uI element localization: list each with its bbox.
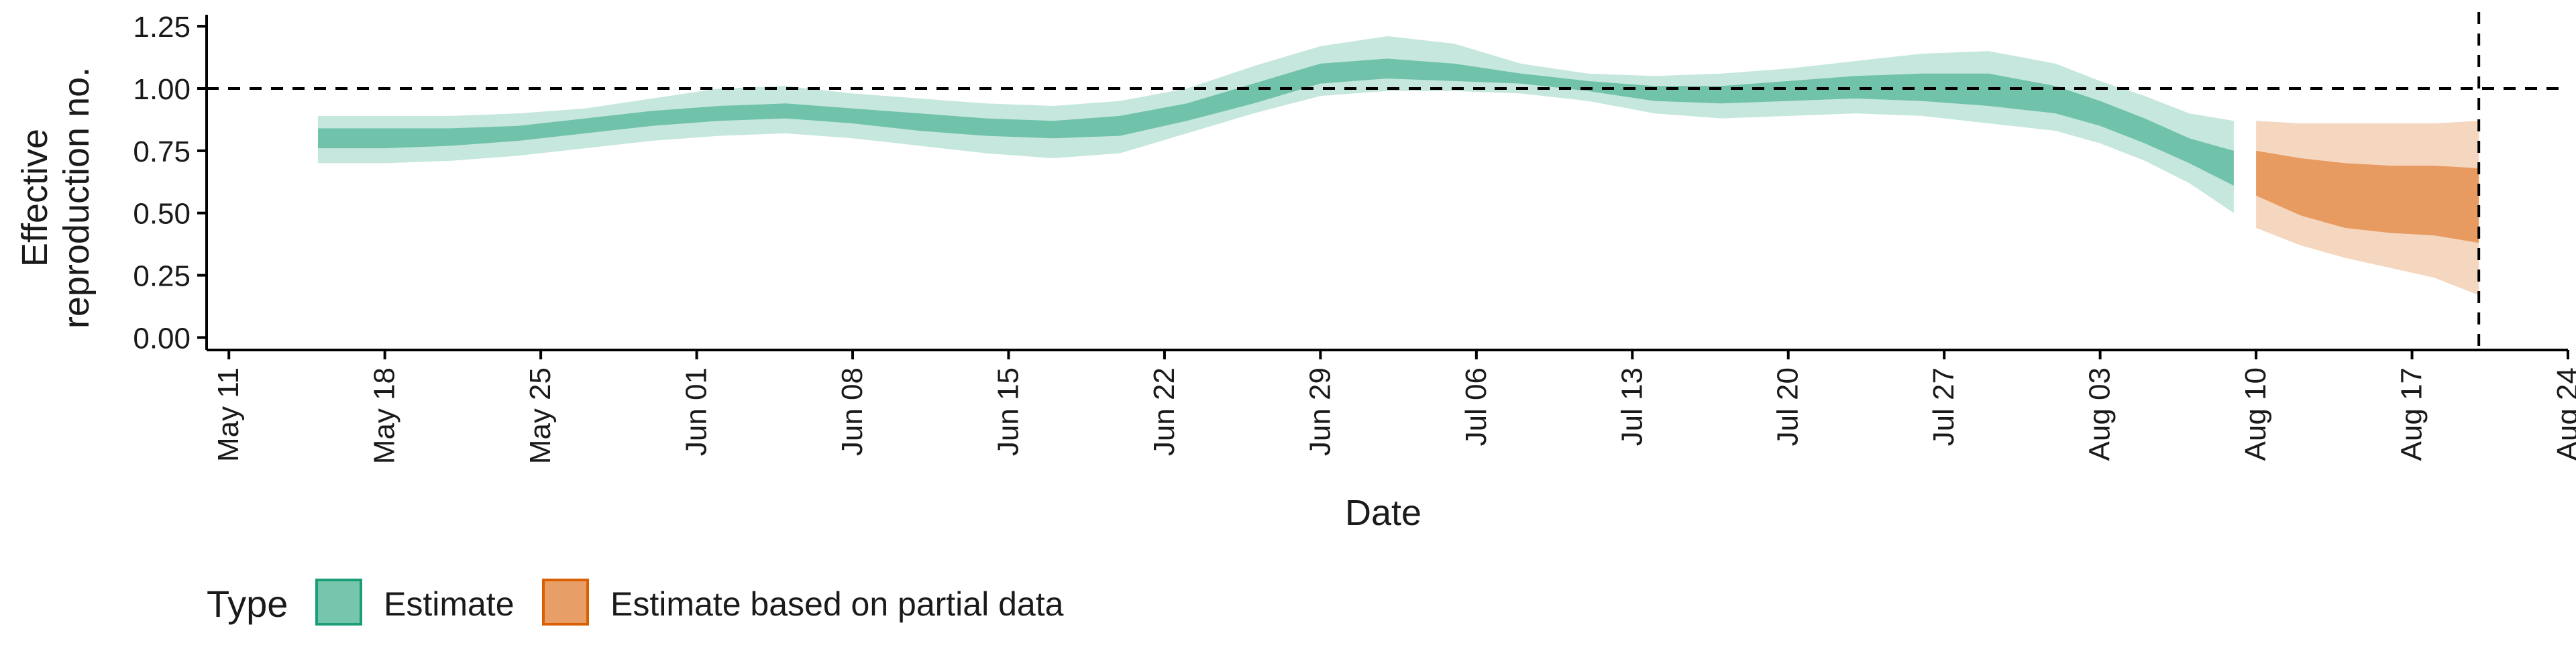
- x-tick-label: Aug 24: [2551, 367, 2576, 461]
- x-tick-label: May 18: [368, 367, 401, 464]
- legend: Type Estimate Estimate based on partial …: [207, 579, 1064, 626]
- x-tick-label: Jul 06: [1460, 367, 1493, 446]
- x-tick-label: Jul 13: [1615, 367, 1648, 446]
- x-axis-title: Date: [1345, 493, 1421, 533]
- legend-key-estimate: [315, 579, 362, 626]
- y-axis-title: Effective reproduction no.: [15, 67, 97, 329]
- band-50-estimate: [318, 58, 2234, 186]
- legend-title: Type: [207, 583, 288, 625]
- x-tick-label: Aug 17: [2396, 367, 2428, 461]
- x-tick-label: Jun 08: [836, 367, 869, 456]
- axes: 0.00 0.25 0.50 0.75 1.00 1.25 May 11 May 18 May …: [133, 11, 2576, 464]
- x-tick-label: Jul 27: [1927, 367, 1960, 446]
- y-tick-label: 0.75: [133, 135, 191, 168]
- band-50-partial: [2256, 150, 2479, 243]
- y-tick-label: 0.50: [133, 198, 191, 231]
- band-90-estimate: [318, 36, 2234, 213]
- y-tick-label: 0.25: [133, 260, 191, 293]
- legend-key-partial: [542, 579, 589, 626]
- x-tick-label: Jun 29: [1303, 367, 1336, 456]
- x-tick-label: Jun 22: [1148, 367, 1181, 456]
- y-axis-title-line-2: reproduction no.: [56, 67, 97, 329]
- y-axis-title-line-1: Effective: [15, 129, 55, 267]
- y-tick-label: 1.25: [133, 11, 191, 44]
- x-tick-label: May 11: [212, 367, 245, 462]
- legend-label-partial: Estimate based on partial data: [610, 585, 1064, 623]
- y-tick-label: 0.00: [133, 322, 191, 355]
- legend-label-estimate: Estimate: [384, 585, 515, 623]
- reference-lines: [207, 12, 2568, 350]
- x-tick-label: May 25: [524, 367, 557, 464]
- x-tick-label: Jul 20: [1772, 367, 1805, 446]
- x-tick-label: Jun 01: [680, 367, 713, 456]
- x-tick-label: Aug 03: [2084, 367, 2116, 461]
- bands-layer: [318, 36, 2479, 296]
- x-tick-label: Jun 15: [991, 367, 1024, 456]
- y-tick-label: 1.00: [133, 73, 191, 106]
- x-tick-label: Aug 10: [2239, 367, 2272, 461]
